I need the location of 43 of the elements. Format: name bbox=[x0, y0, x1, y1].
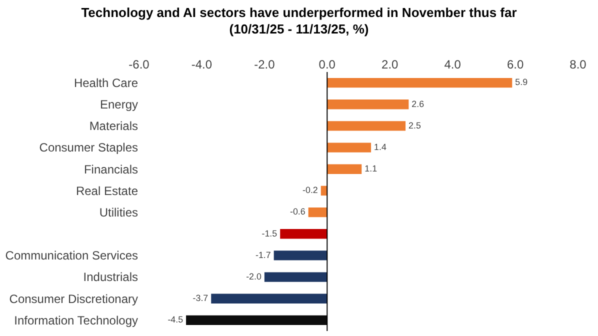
data-label: -0.2 bbox=[302, 185, 318, 196]
data-label: -0.6 bbox=[290, 206, 306, 217]
x-tick-label: 4.0 bbox=[444, 58, 462, 72]
bar bbox=[280, 229, 328, 239]
bar bbox=[327, 164, 362, 174]
bar bbox=[327, 78, 512, 88]
data-label: -1.5 bbox=[262, 228, 278, 238]
bar bbox=[264, 272, 328, 282]
data-label: -3.7 bbox=[192, 293, 208, 304]
y-tick-label: Materials bbox=[89, 119, 138, 134]
x-tick-label: -6.0 bbox=[128, 58, 150, 72]
data-label: -1.7 bbox=[256, 250, 271, 260]
data-label: 5.9 bbox=[515, 77, 528, 88]
x-tick-label: -2.0 bbox=[254, 58, 276, 72]
bar bbox=[327, 100, 409, 110]
x-tick-label: -4.0 bbox=[191, 58, 212, 72]
data-label: 1.4 bbox=[374, 142, 386, 152]
data-label: -4.5 bbox=[168, 314, 184, 325]
y-tick-label: Consumer Staples bbox=[39, 140, 138, 155]
bar bbox=[327, 121, 406, 131]
y-tick-label: Health Care bbox=[74, 76, 138, 90]
bar bbox=[327, 142, 372, 152]
data-label: -2.0 bbox=[246, 271, 262, 282]
x-tick-label: 6.0 bbox=[506, 58, 524, 72]
bar bbox=[211, 294, 328, 304]
data-label: 2.5 bbox=[408, 120, 421, 130]
chart-title: Technology and AI sectors have underperformed in November thus far (10/31/25 - 11/13/25, %) bbox=[81, 4, 517, 37]
y-tick-label: Industrials bbox=[83, 270, 138, 284]
bar bbox=[186, 315, 328, 326]
x-tick-label: 0.0 bbox=[318, 58, 336, 72]
bar bbox=[274, 250, 328, 260]
y-tick-label: Real Estate bbox=[76, 184, 138, 198]
y-tick-label: Consumer Discretionary bbox=[9, 292, 138, 306]
y-tick-label: Information Technology bbox=[14, 313, 138, 328]
x-tick-label: 2.0 bbox=[382, 58, 399, 72]
y-tick-label: Utilities bbox=[99, 205, 138, 220]
x-tick-label: 8.0 bbox=[570, 58, 587, 72]
data-label: 1.1 bbox=[364, 164, 378, 174]
y-tick-label: Energy bbox=[100, 98, 138, 112]
y-tick-label: Financials bbox=[84, 162, 138, 176]
data-label: 2.6 bbox=[412, 98, 424, 109]
y-tick-label: Communication Services bbox=[5, 248, 138, 263]
bar bbox=[308, 207, 328, 218]
